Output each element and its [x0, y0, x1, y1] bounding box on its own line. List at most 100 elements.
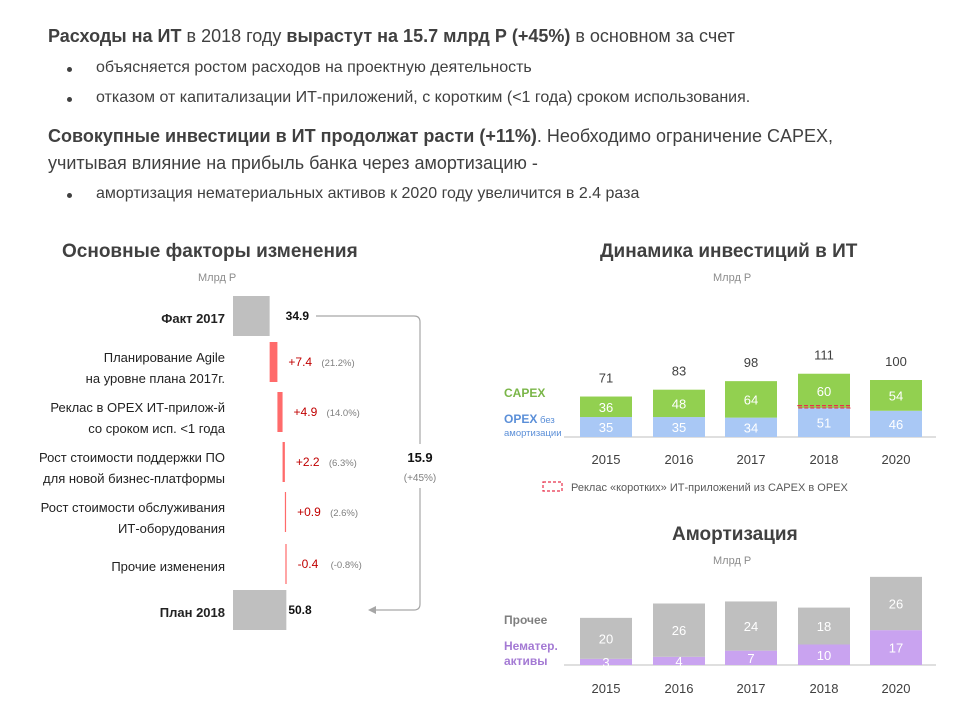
waterfall-percent-label: (6.3%)	[329, 458, 357, 469]
x-tick-label: 2020	[882, 681, 911, 696]
waterfall-bar	[282, 442, 285, 482]
waterfall-bar	[269, 342, 278, 382]
legend-reclass-swatch	[542, 481, 563, 492]
legend-intangible-label-line2: активы	[504, 654, 548, 668]
legend-capex-label: CAPEX	[504, 386, 545, 400]
bullet-text: отказом от капитализации ИТ-приложений, …	[96, 89, 751, 106]
waterfall-bar	[277, 392, 283, 432]
bullet-text: амортизация нематериальных активов к 202…	[96, 185, 640, 202]
amortization-unit: Млрд Р	[713, 555, 752, 567]
waterfall-percent-label: (14.0%)	[327, 408, 360, 419]
waterfall-category-label-line: Реклас в OPEX ИТ-прилож-й	[50, 400, 225, 415]
opex-value-label: 51	[817, 415, 831, 430]
waterfall-percent-label: (-0.8%)	[331, 560, 362, 571]
intangible-bar-segment	[870, 630, 922, 665]
other-bar-segment	[580, 617, 632, 659]
investments-unit: Млрд Р	[713, 272, 752, 284]
headline-2: Совокупные инвестиции в ИТ продолжат рас…	[48, 126, 833, 147]
waterfall-category-label: Реклас в OPEX ИТ-прилож-й со сроком исп. …	[50, 397, 225, 439]
waterfall-category-label-line: Факт 2017	[161, 310, 225, 326]
capex-bar-segment	[725, 381, 777, 418]
headline-2-bold: Совокупные инвестиции в ИТ продолжат рас…	[48, 126, 537, 146]
capex-value-label: 36	[599, 400, 613, 415]
opex-value-label: 34	[744, 420, 758, 435]
bullet-dot	[67, 97, 72, 102]
waterfall-value-label: +7.4	[288, 355, 312, 369]
x-tick-label: 2017	[737, 452, 766, 467]
other-value-label: 26	[889, 597, 903, 612]
total-value-label: 71	[599, 371, 613, 386]
waterfall-category-label-line: Рост стоимости поддержки ПО	[38, 450, 225, 465]
capex-value-label: 64	[744, 392, 758, 407]
change-bracket-arrowhead	[368, 606, 376, 614]
intangible-value-label: 7	[747, 651, 754, 666]
legend-opex-label: OPEX без	[504, 412, 555, 426]
waterfall-category-label-line: Прочие изменения	[111, 558, 225, 574]
opex-bar-segment	[653, 417, 705, 437]
waterfall-value-label: +0.9	[297, 505, 321, 519]
opex-value-label: 35	[672, 420, 686, 435]
waterfall-category-label: Рост стоимости поддержки ПО для новой биз…	[39, 447, 225, 489]
x-tick-label: 2017	[737, 681, 766, 696]
change-total-percent-label: (+45%)	[404, 473, 437, 484]
waterfall-category-label: Прочие изменения	[111, 556, 225, 577]
waterfall-category-label-line: Планирование Agile	[103, 350, 225, 365]
opex-bar-segment	[870, 410, 922, 437]
waterfall-unit: Млрд Р	[198, 272, 237, 284]
waterfall-category-label: Планирование Agile на уровне плана 2017г.	[86, 347, 225, 389]
other-bar-segment	[798, 607, 850, 645]
bullet-dot	[67, 193, 72, 198]
capex-value-label: 60	[817, 384, 831, 399]
amortization-chart: 3 20 2015 4 26 2016 7 24 2017 10 18 2018 17 26 2020 Про…	[504, 576, 936, 696]
headline-1-bold-a: Расходы на ИТ	[48, 26, 182, 46]
total-value-label: 83	[672, 364, 686, 379]
waterfall-category-label-line: ИТ-оборудования	[118, 521, 225, 536]
reclass-highlight-box	[797, 405, 851, 409]
headline-2-text: . Необходимо ограничение CAPEX,	[536, 126, 833, 146]
other-bar-segment	[725, 601, 777, 651]
x-tick-label: 2016	[665, 452, 694, 467]
amortization-title: Амортизация	[672, 524, 798, 545]
waterfall-percent-label: (2.6%)	[330, 508, 358, 519]
capex-value-label: 54	[889, 388, 903, 403]
headline-1-text-b: в основном за счет	[570, 26, 735, 46]
intangible-bar-segment	[580, 658, 632, 665]
x-tick-label: 2018	[810, 681, 839, 696]
waterfall-category-label: План 2018	[160, 602, 225, 623]
capex-bar-segment	[653, 389, 705, 418]
legend-reclass-label: Реклас «коротких» ИТ-приложений из CAPEX…	[571, 482, 848, 494]
headline-1: Расходы на ИТ в 2018 году вырастут на 15…	[48, 26, 735, 47]
waterfall-category-label: Рост стоимости обслуживания ИТ-оборудован…	[41, 497, 225, 539]
headline-1-bold-b: вырастут на 15.7 млрд Р (+45%)	[286, 26, 571, 46]
other-value-label: 20	[599, 631, 613, 646]
other-bar-segment	[870, 576, 922, 631]
waterfall-chart: 34.9 +7.4 (21.2%) +4.9 (14.0%) +2.2 (6.3%) +0.9…	[233, 296, 437, 630]
waterfall-value-label: +4.9	[294, 405, 318, 419]
waterfall-bar	[284, 492, 287, 532]
waterfall-value-label: +2.2	[296, 455, 320, 469]
intangible-bar-segment	[725, 650, 777, 665]
waterfall-category-label-line: Рост стоимости обслуживания	[40, 500, 225, 515]
intangible-bar-segment	[653, 656, 705, 665]
headline-1-text-a: в 2018 году	[181, 26, 287, 46]
intangible-value-label: 17	[889, 641, 903, 656]
waterfall-category-label-line: со сроком исп. <1 года	[88, 421, 225, 436]
waterfall-bar	[233, 296, 270, 336]
x-tick-label: 2016	[665, 681, 694, 696]
investments-chart: 35 36 71 2015 35 48 83 2016 34 64 98 2017 51 60 111 201…	[504, 348, 936, 494]
waterfall-category-label-line: для новой бизнес-платформы	[43, 471, 225, 486]
legend-intangible-label: Нематер.	[504, 639, 558, 653]
total-value-label: 98	[744, 355, 758, 370]
opex-value-label: 46	[889, 417, 903, 432]
intangible-value-label: 3	[602, 655, 609, 670]
waterfall-category-label-line: План 2018	[159, 604, 225, 620]
bullet-dot	[67, 67, 72, 72]
intangible-bar-segment	[798, 644, 850, 665]
capex-bar-segment	[870, 380, 922, 411]
opex-bar-segment	[725, 417, 777, 437]
waterfall-percent-label: (21.2%)	[321, 358, 354, 369]
x-tick-label: 2015	[592, 681, 621, 696]
opex-bar-segment	[798, 407, 850, 437]
other-value-label: 26	[672, 623, 686, 638]
other-bar-segment	[653, 603, 705, 657]
